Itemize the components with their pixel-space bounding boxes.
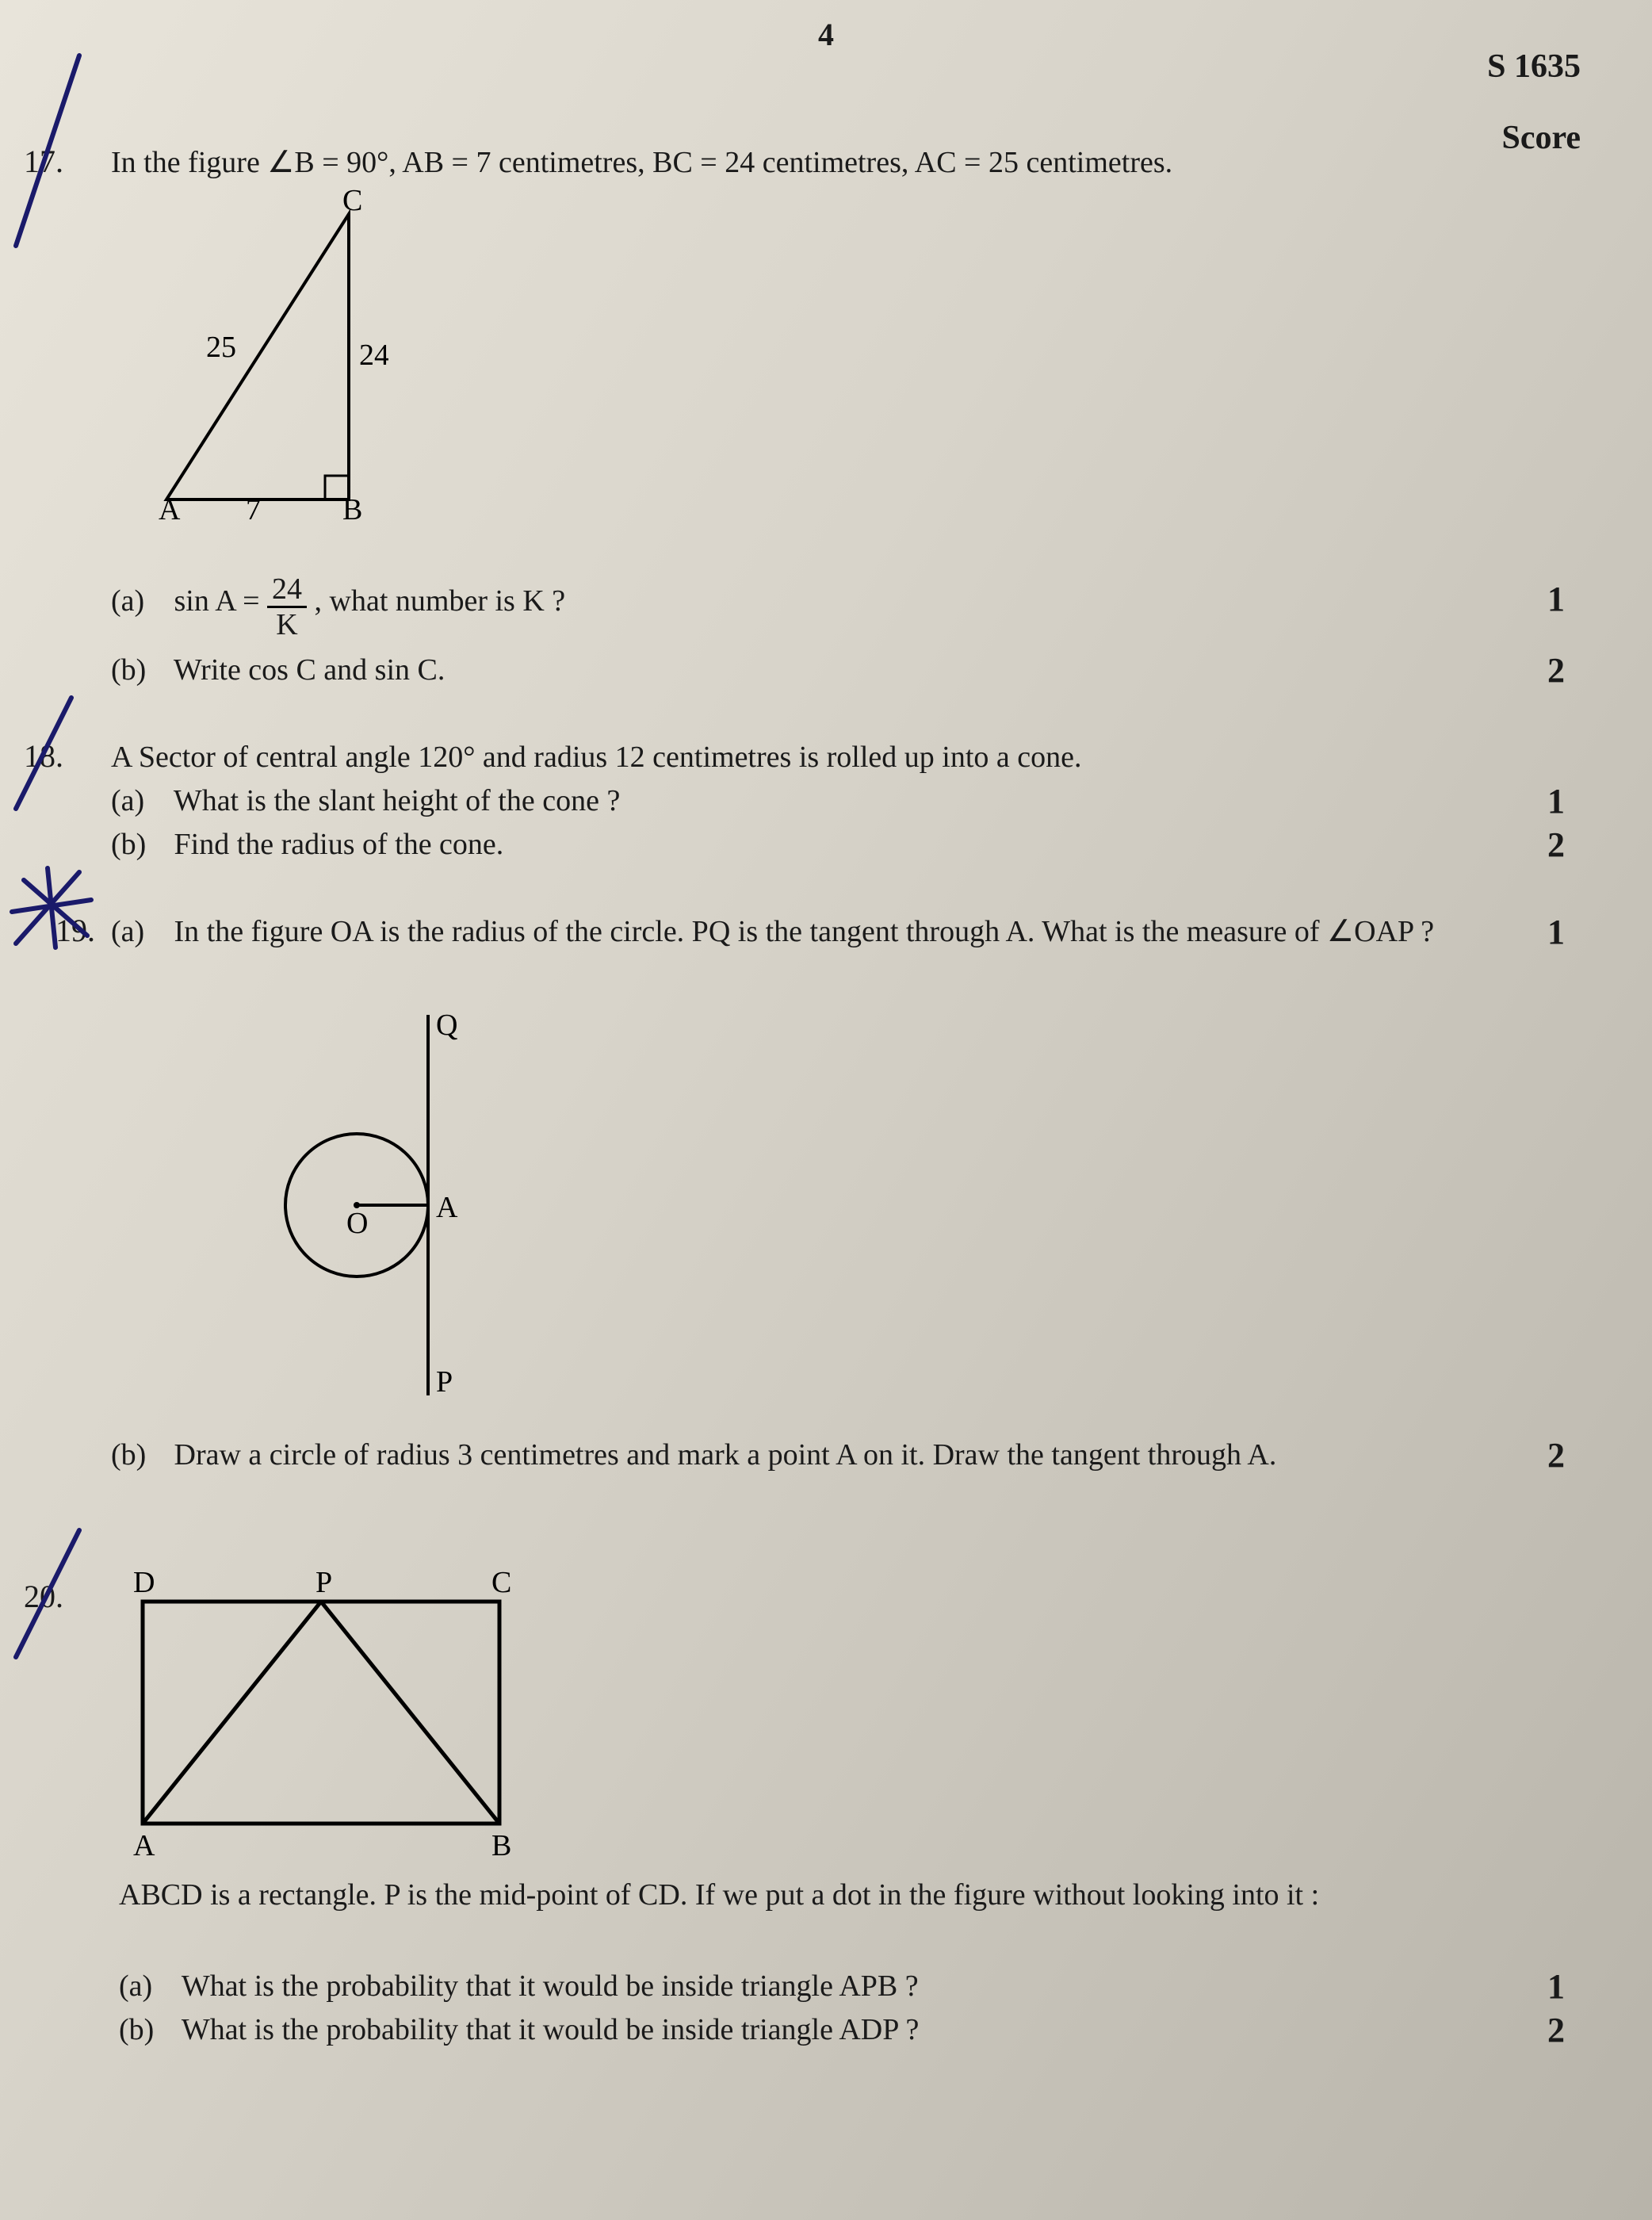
q18-b-label: (b) (111, 825, 166, 865)
fraction-denominator: K (267, 608, 307, 640)
q20-b-label: (b) (119, 2010, 174, 2050)
q20-number: 20. (24, 1578, 63, 1615)
label-o: O (346, 1207, 368, 1240)
fraction: 24 K (267, 574, 307, 640)
label-q: Q (436, 1009, 457, 1042)
q18-part-b: (b) Find the radius of the cone. (111, 825, 503, 865)
q17-part-a: (a) sin A = 24 K , what number is K ? (111, 571, 565, 637)
q18-a-score: 1 (1547, 781, 1565, 821)
label-b: B (491, 1829, 511, 1862)
q18-b-score: 2 (1547, 825, 1565, 865)
q19-b-label: (b) (111, 1435, 166, 1476)
side-bc-label: 24 (359, 339, 388, 372)
q18-b-text: Find the radius of the cone. (174, 828, 504, 861)
q17-intro: In the figure ∠B = 90°, AB = 7 centimetr… (111, 143, 1172, 183)
q20-part-a: (a) What is the probability that it woul… (119, 1966, 919, 2007)
vertex-c-label: C (342, 184, 362, 217)
pen-star-icon (0, 856, 103, 967)
label-d: D (133, 1566, 155, 1599)
q20-a-text: What is the probability that it would be… (182, 1969, 919, 2003)
label-c: C (491, 1566, 511, 1599)
q17-b-text: Write cos C and sin C. (174, 653, 446, 687)
vertex-a-label: A (159, 493, 181, 523)
side-ac-label: 25 (206, 331, 236, 364)
q17-a-post: , what number is K ? (315, 584, 566, 618)
q17-a-pre: sin A = (174, 584, 268, 618)
q18-intro: A Sector of central angle 120° and radiu… (111, 737, 1459, 778)
side-ab-label: 7 (246, 493, 261, 523)
q20-b-text: What is the probability that it would be… (182, 2013, 919, 2046)
paper-code: S 1635 (1487, 48, 1581, 86)
q19-a-label: (a) (111, 912, 166, 952)
q20-a-score: 1 (1547, 1966, 1565, 2007)
q17-a-score: 1 (1547, 579, 1565, 619)
q19-a-text: In the figure OA is the radius of the ci… (174, 915, 1435, 948)
q18-number: 18. (24, 737, 63, 775)
label-a: A (133, 1829, 155, 1862)
q20-rectangle-diagram: D P C A B (119, 1562, 531, 1871)
q17-b-score: 2 (1547, 650, 1565, 691)
q20-b-score: 2 (1547, 2010, 1565, 2050)
q17-triangle-diagram: A B C 7 24 25 (135, 182, 388, 531)
score-header: Score (1501, 119, 1581, 157)
q17-part-b: (b) Write cos C and sin C. (111, 650, 445, 691)
q19-part-a: (a) In the figure OA is the radius of th… (111, 912, 1443, 952)
q18-a-text: What is the slant height of the cone ? (174, 784, 621, 817)
q20-intro: ABCD is a rectangle. P is the mid-point … (119, 1875, 1506, 1916)
q17-a-label: (a) (111, 581, 166, 622)
q19-b-text: Draw a circle of radius 3 centimetres an… (174, 1438, 1277, 1472)
vertex-b-label: B (342, 493, 362, 523)
q20-a-label: (a) (119, 1966, 174, 2007)
q17-number: 17. (24, 143, 63, 180)
label-p: P (436, 1365, 453, 1399)
q19-b-score: 2 (1547, 1435, 1565, 1476)
q17-b-label: (b) (111, 650, 166, 691)
q19-a-score: 1 (1547, 912, 1565, 952)
label-p: P (315, 1566, 332, 1599)
q20-part-b: (b) What is the probability that it woul… (119, 2010, 919, 2050)
q19-circle-tangent-diagram: O A Q P (254, 999, 507, 1419)
fraction-numerator: 24 (267, 574, 307, 608)
label-a: A (436, 1191, 458, 1224)
q18-part-a: (a) What is the slant height of the cone… (111, 781, 620, 821)
page-number: 4 (818, 16, 834, 53)
q18-a-label: (a) (111, 781, 166, 821)
q19-part-b: (b) Draw a circle of radius 3 centimetre… (111, 1435, 1443, 1476)
